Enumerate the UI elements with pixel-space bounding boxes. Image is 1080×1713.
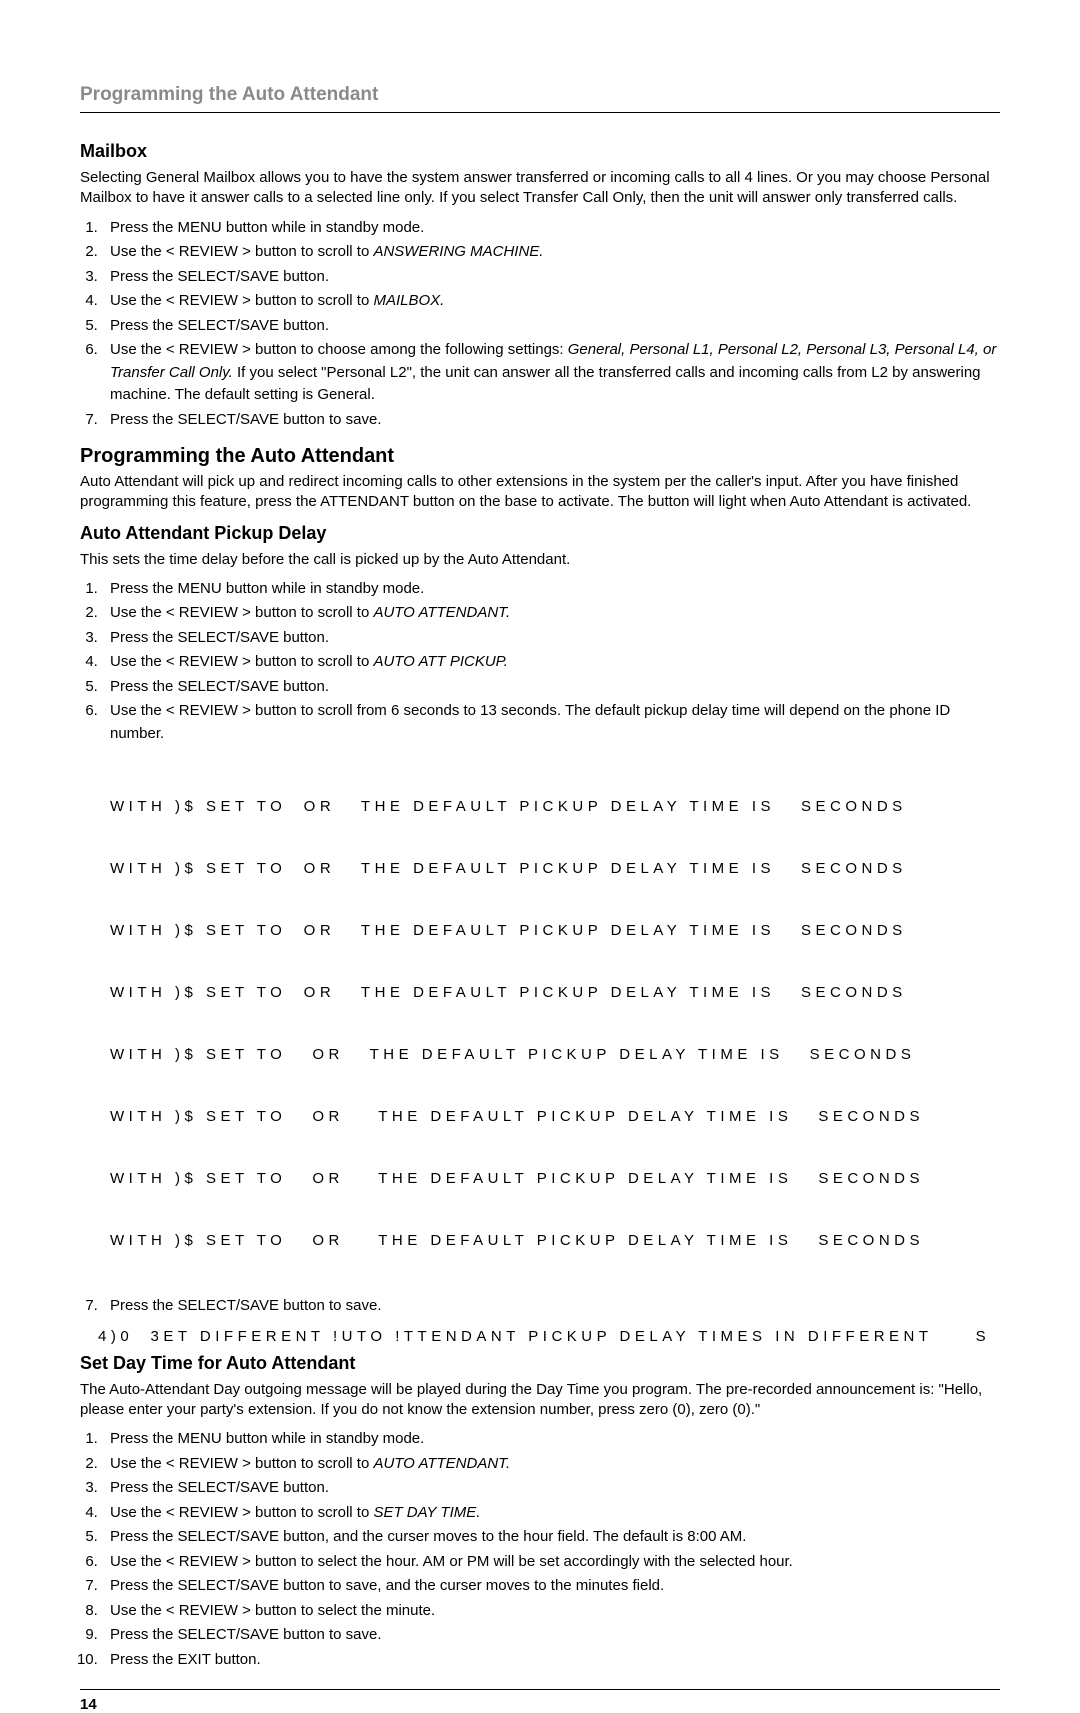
step-text: Press the SELECT/SAVE button to save. (110, 411, 382, 428)
list-item: Press the SELECT/SAVE button. (102, 1477, 1000, 1500)
mailbox-intro: Selecting General Mailbox allows you to … (80, 168, 1000, 209)
delay-line: WITH )$ SET TO OR THE DEFAULT PICKUP DEL… (110, 921, 1000, 942)
step-ital: MAILBOX. (373, 292, 444, 309)
list-item: Use the < REVIEW > button to choose amon… (102, 339, 1000, 407)
step-text: Use the < REVIEW > button to scroll to (110, 1455, 373, 1472)
page: Programming the Auto Attendant Mailbox S… (0, 0, 1080, 1397)
list-item: Press the SELECT/SAVE button. (102, 627, 1000, 650)
step-text: Use the < REVIEW > button to scroll from… (110, 702, 950, 742)
top-rule (80, 112, 1000, 113)
step-post: If you select "Personal L2", the unit ca… (110, 364, 981, 404)
page-number: 14 (80, 1696, 1000, 1713)
step-text: Press the SELECT/SAVE button. (110, 317, 329, 334)
step-text: Press the MENU button while in standby m… (110, 1430, 424, 1447)
list-item: Press the SELECT/SAVE button. (102, 676, 1000, 699)
daytime-intro: The Auto-Attendant Day outgoing message … (80, 1380, 1000, 1421)
daytime-heading: Set Day Time for Auto Attendant (80, 1353, 1000, 1374)
list-item: Press the SELECT/SAVE button to save, an… (102, 1575, 1000, 1598)
step-text: Use the < REVIEW > button to scroll to (110, 653, 373, 670)
list-item: Use the < REVIEW > button to select the … (102, 1551, 1000, 1574)
step-ital: AUTO ATTENDANT. (373, 1455, 510, 1472)
bottom-rule (80, 1689, 1000, 1690)
step-text: Press the EXIT button. (110, 1651, 261, 1668)
step-ital: ANSWERING MACHINE. (373, 243, 543, 260)
list-item: Use the < REVIEW > button to scroll to S… (102, 1502, 1000, 1525)
list-item: Use the < REVIEW > button to scroll to A… (102, 241, 1000, 264)
mailbox-heading: Mailbox (80, 141, 1000, 162)
step-text: Press the SELECT/SAVE button, and the cu… (110, 1528, 746, 1545)
step-text: Press the SELECT/SAVE button. (110, 629, 329, 646)
step-text: Use the < REVIEW > button to select the … (110, 1553, 793, 1570)
list-item: Press the SELECT/SAVE button to save. (102, 409, 1000, 432)
pickup-delay-block: WITH )$ SET TO OR THE DEFAULT PICKUP DEL… (110, 755, 1000, 1293)
list-item: Use the < REVIEW > button to scroll to M… (102, 290, 1000, 313)
delay-line: WITH )$ SET TO OR THE DEFAULT PICKUP DEL… (110, 1169, 1000, 1190)
pickup-steps: Press the MENU button while in standby m… (80, 578, 1000, 746)
list-item: Press the MENU button while in standby m… (102, 1428, 1000, 1451)
delay-line: WITH )$ SET TO OR THE DEFAULT PICKUP DEL… (110, 983, 1000, 1004)
list-item: Press the SELECT/SAVE button. (102, 266, 1000, 289)
prog-intro: Auto Attendant will pick up and redirect… (80, 472, 1000, 513)
running-head: Programming the Auto Attendant (80, 84, 1000, 106)
step-text: Use the < REVIEW > button to choose amon… (110, 341, 568, 358)
list-item: Press the SELECT/SAVE button. (102, 315, 1000, 338)
step-text: Press the SELECT/SAVE button to save. (110, 1626, 382, 1643)
list-item: Use the < REVIEW > button to scroll to A… (102, 1453, 1000, 1476)
step-text: Press the SELECT/SAVE button. (110, 1479, 329, 1496)
list-item: Press the SELECT/SAVE button to save. (102, 1624, 1000, 1647)
step-ital: AUTO ATT PICKUP. (373, 653, 507, 670)
step-text: Press the SELECT/SAVE button to save. (110, 1297, 382, 1314)
daytime-steps: Press the MENU button while in standby m… (80, 1428, 1000, 1671)
list-item: Press the SELECT/SAVE button, and the cu… (102, 1526, 1000, 1549)
list-item: Use the < REVIEW > button to scroll from… (102, 700, 1000, 745)
list-item: Use the < REVIEW > button to scroll to A… (102, 651, 1000, 674)
step-text: Press the SELECT/SAVE button. (110, 678, 329, 695)
list-item: Press the MENU button while in standby m… (102, 578, 1000, 601)
step-ital: AUTO ATTENDANT. (373, 604, 510, 621)
step-text: Press the MENU button while in standby m… (110, 580, 424, 597)
pickup-tip: 4)0 3ET DIFFERENT !UTO !TTENDANT PICKUP … (98, 1328, 1000, 1345)
pickup-intro: This sets the time delay before the call… (80, 550, 1000, 570)
pickup-steps-cont: Press the SELECT/SAVE button to save. (80, 1295, 1000, 1318)
delay-line: WITH )$ SET TO OR THE DEFAULT PICKUP DEL… (110, 1231, 1000, 1252)
prog-heading: Programming the Auto Attendant (80, 445, 1000, 468)
list-item: Use the < REVIEW > button to scroll to A… (102, 602, 1000, 625)
step-text: Press the SELECT/SAVE button to save, an… (110, 1577, 664, 1594)
delay-line: WITH )$ SET TO OR THE DEFAULT PICKUP DEL… (110, 1045, 1000, 1066)
step-ital: SET DAY TIME. (373, 1504, 480, 1521)
step-text: Use the < REVIEW > button to scroll to (110, 243, 373, 260)
step-text: Press the MENU button while in standby m… (110, 219, 424, 236)
step-text: Use the < REVIEW > button to scroll to (110, 604, 373, 621)
delay-line: WITH )$ SET TO OR THE DEFAULT PICKUP DEL… (110, 859, 1000, 880)
delay-line: WITH )$ SET TO OR THE DEFAULT PICKUP DEL… (110, 1107, 1000, 1128)
step-text: Use the < REVIEW > button to select the … (110, 1602, 435, 1619)
list-item: Use the < REVIEW > button to select the … (102, 1600, 1000, 1623)
step-text: Use the < REVIEW > button to scroll to (110, 292, 373, 309)
mailbox-steps: Press the MENU button while in standby m… (80, 217, 1000, 432)
step-text: Use the < REVIEW > button to scroll to (110, 1504, 373, 1521)
step-text: Press the SELECT/SAVE button. (110, 268, 329, 285)
list-item: Press the MENU button while in standby m… (102, 217, 1000, 240)
delay-line: WITH )$ SET TO OR THE DEFAULT PICKUP DEL… (110, 797, 1000, 818)
pickup-heading: Auto Attendant Pickup Delay (80, 523, 1000, 544)
list-item: Press the EXIT button. (102, 1649, 1000, 1672)
list-item: Press the SELECT/SAVE button to save. (102, 1295, 1000, 1318)
